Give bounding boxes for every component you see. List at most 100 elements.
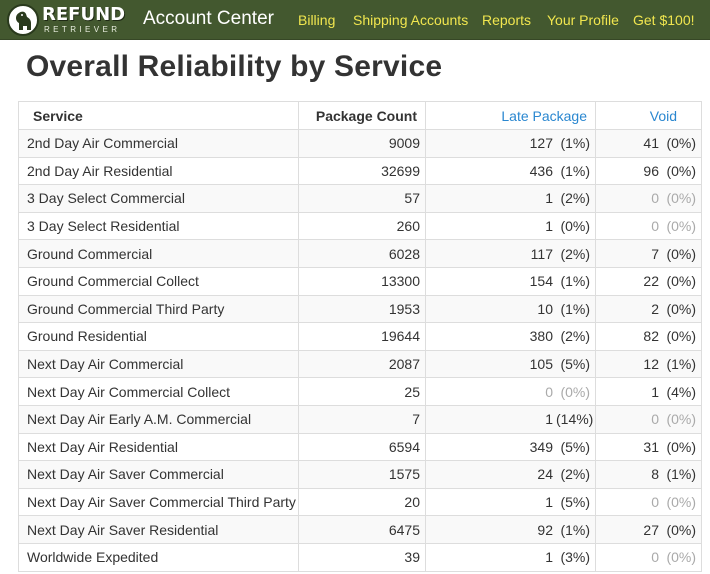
page-title: Overall Reliability by Service: [26, 50, 443, 83]
cell-late-package: 1 (5%): [425, 487, 596, 517]
refund-retriever-logo[interactable]: REFUND RETRIEVER: [7, 3, 131, 37]
cell-late-package: 1 (3%): [425, 542, 596, 572]
cell-late-package: 105 (5%): [425, 349, 596, 379]
table-row: Next Day Air Residential 6594 349 (5%) 31 (0%…: [18, 432, 702, 462]
late-percent: (1%): [560, 135, 590, 152]
cell-late-package: 154 (1%): [425, 266, 596, 296]
void-count: 41: [643, 135, 659, 152]
late-count: 349: [529, 438, 553, 455]
cell-package-count: 1953: [298, 294, 426, 324]
cell-service: Worldwide Expedited: [18, 542, 299, 572]
void-percent: (1%): [666, 466, 696, 483]
late-percent: (14%): [556, 411, 594, 428]
table-row: 2nd Day Air Residential 32699 436 (1%) 96 (0%…: [18, 156, 702, 186]
late-count: 92: [537, 521, 553, 538]
table-row: 3 Day Select Residential 260 1 (0%) 0 (0%): [18, 211, 702, 241]
nav-your-profile[interactable]: Your Profile: [547, 12, 619, 28]
void-count: 12: [643, 356, 659, 373]
column-header-package-count: Package Count: [298, 101, 426, 130]
void-count: 1: [651, 383, 659, 400]
cell-void: 0 (0%): [595, 542, 702, 572]
late-percent: (5%): [560, 438, 590, 455]
void-count: 0: [651, 411, 659, 428]
cell-service: Next Day Air Early A.M. Commercial: [18, 404, 299, 434]
dog-silhouette-icon: [7, 4, 39, 36]
table-body: 2nd Day Air Commercial 9009 127 (1%) 41 (0%) 2…: [18, 129, 702, 572]
late-percent: (1%): [560, 273, 590, 290]
void-percent: (0%): [666, 300, 696, 317]
void-count: 31: [643, 438, 659, 455]
void-percent: (0%): [666, 245, 696, 262]
reliability-table: Service Package Count Late Package Void …: [18, 101, 702, 572]
late-percent: (2%): [560, 245, 590, 262]
cell-package-count: 9009: [298, 129, 426, 158]
column-header-late-package[interactable]: Late Package: [425, 101, 596, 130]
void-percent: (0%): [666, 135, 696, 152]
cell-service: Ground Commercial: [18, 239, 299, 268]
table-row: Ground Commercial 6028 117 (2%) 7 (0%): [18, 239, 702, 268]
cell-late-package: 0 (0%): [425, 377, 596, 406]
cell-void: 7 (0%): [595, 239, 702, 268]
cell-late-package: 127 (1%): [425, 129, 596, 158]
cell-service: Next Day Air Saver Commercial: [18, 460, 299, 489]
void-count: 0: [651, 190, 659, 207]
nav-shipping-accounts[interactable]: Shipping Accounts: [353, 12, 469, 28]
cell-service: Next Day Air Saver Commercial Third Part…: [18, 487, 299, 517]
late-count: 1: [545, 218, 553, 235]
void-count: 0: [651, 218, 659, 235]
void-count: 96: [643, 162, 659, 179]
void-count: 27: [643, 521, 659, 538]
cell-void: 31 (0%): [595, 432, 702, 462]
account-center-brand[interactable]: Account Center: [143, 8, 274, 29]
nav-reports[interactable]: Reports: [482, 12, 532, 28]
late-percent: (1%): [560, 521, 590, 538]
cell-void: 2 (0%): [595, 294, 702, 324]
cell-service: 3 Day Select Residential: [18, 211, 299, 241]
late-count: 127: [529, 135, 553, 152]
late-percent: (1%): [560, 300, 590, 317]
cell-void: 0 (0%): [595, 487, 702, 517]
column-header-void[interactable]: Void: [595, 101, 702, 130]
void-percent: (0%): [666, 411, 696, 428]
top-navbar: REFUND RETRIEVER Account Center Billing …: [0, 0, 710, 40]
cell-service: Next Day Air Commercial: [18, 349, 299, 379]
cell-package-count: 20: [298, 487, 426, 517]
table-row: Next Day Air Saver Residential 6475 92 (1%)…: [18, 515, 702, 544]
cell-late-package: 1 (2%): [425, 184, 596, 213]
cell-package-count: 7: [298, 404, 426, 434]
cell-package-count: 57: [298, 184, 426, 213]
late-count: 1: [545, 494, 553, 511]
table-row: Ground Commercial Collect 13300 154 (1%) 22 (…: [18, 266, 702, 296]
late-percent: (5%): [560, 356, 590, 373]
nav-billing[interactable]: Billing: [298, 12, 336, 28]
table-row: Next Day Air Early A.M. Commercial 7 1 (14%…: [18, 404, 702, 434]
cell-service: 2nd Day Air Residential: [18, 156, 299, 186]
void-percent: (0%): [666, 190, 696, 207]
cell-package-count: 32699: [298, 156, 426, 186]
cell-void: 12 (1%): [595, 349, 702, 379]
late-count: 117: [530, 245, 553, 262]
cell-service: Ground Commercial Third Party: [18, 294, 299, 324]
cell-service: Next Day Air Residential: [18, 432, 299, 462]
table-row: Worldwide Expedited 39 1 (3%) 0 (0%): [18, 542, 702, 572]
late-count: 380: [529, 328, 553, 345]
late-percent: (3%): [560, 549, 590, 566]
table-row: Next Day Air Saver Commercial Third Part…: [18, 487, 702, 517]
cell-void: 82 (0%): [595, 322, 702, 351]
cell-service: Ground Commercial Collect: [18, 266, 299, 296]
cell-void: 8 (1%): [595, 460, 702, 489]
void-percent: (0%): [666, 162, 696, 179]
late-percent: (0%): [560, 218, 590, 235]
column-header-service: Service: [18, 101, 299, 130]
cell-package-count: 39: [298, 542, 426, 572]
nav-get-100[interactable]: Get $100!: [633, 12, 695, 28]
cell-package-count: 1575: [298, 460, 426, 489]
late-count: 24: [537, 466, 553, 483]
table-row: Ground Commercial Third Party 1953 10 (1%) 2…: [18, 294, 702, 324]
table-row: Next Day Air Saver Commercial 1575 24 (2%) 8…: [18, 460, 702, 489]
cell-late-package: 92 (1%): [425, 515, 596, 544]
cell-void: 22 (0%): [595, 266, 702, 296]
void-count: 2: [651, 300, 659, 317]
cell-void: 0 (0%): [595, 404, 702, 434]
table-row: Next Day Air Commercial Collect 25 0 (0%) 1 (…: [18, 377, 702, 406]
